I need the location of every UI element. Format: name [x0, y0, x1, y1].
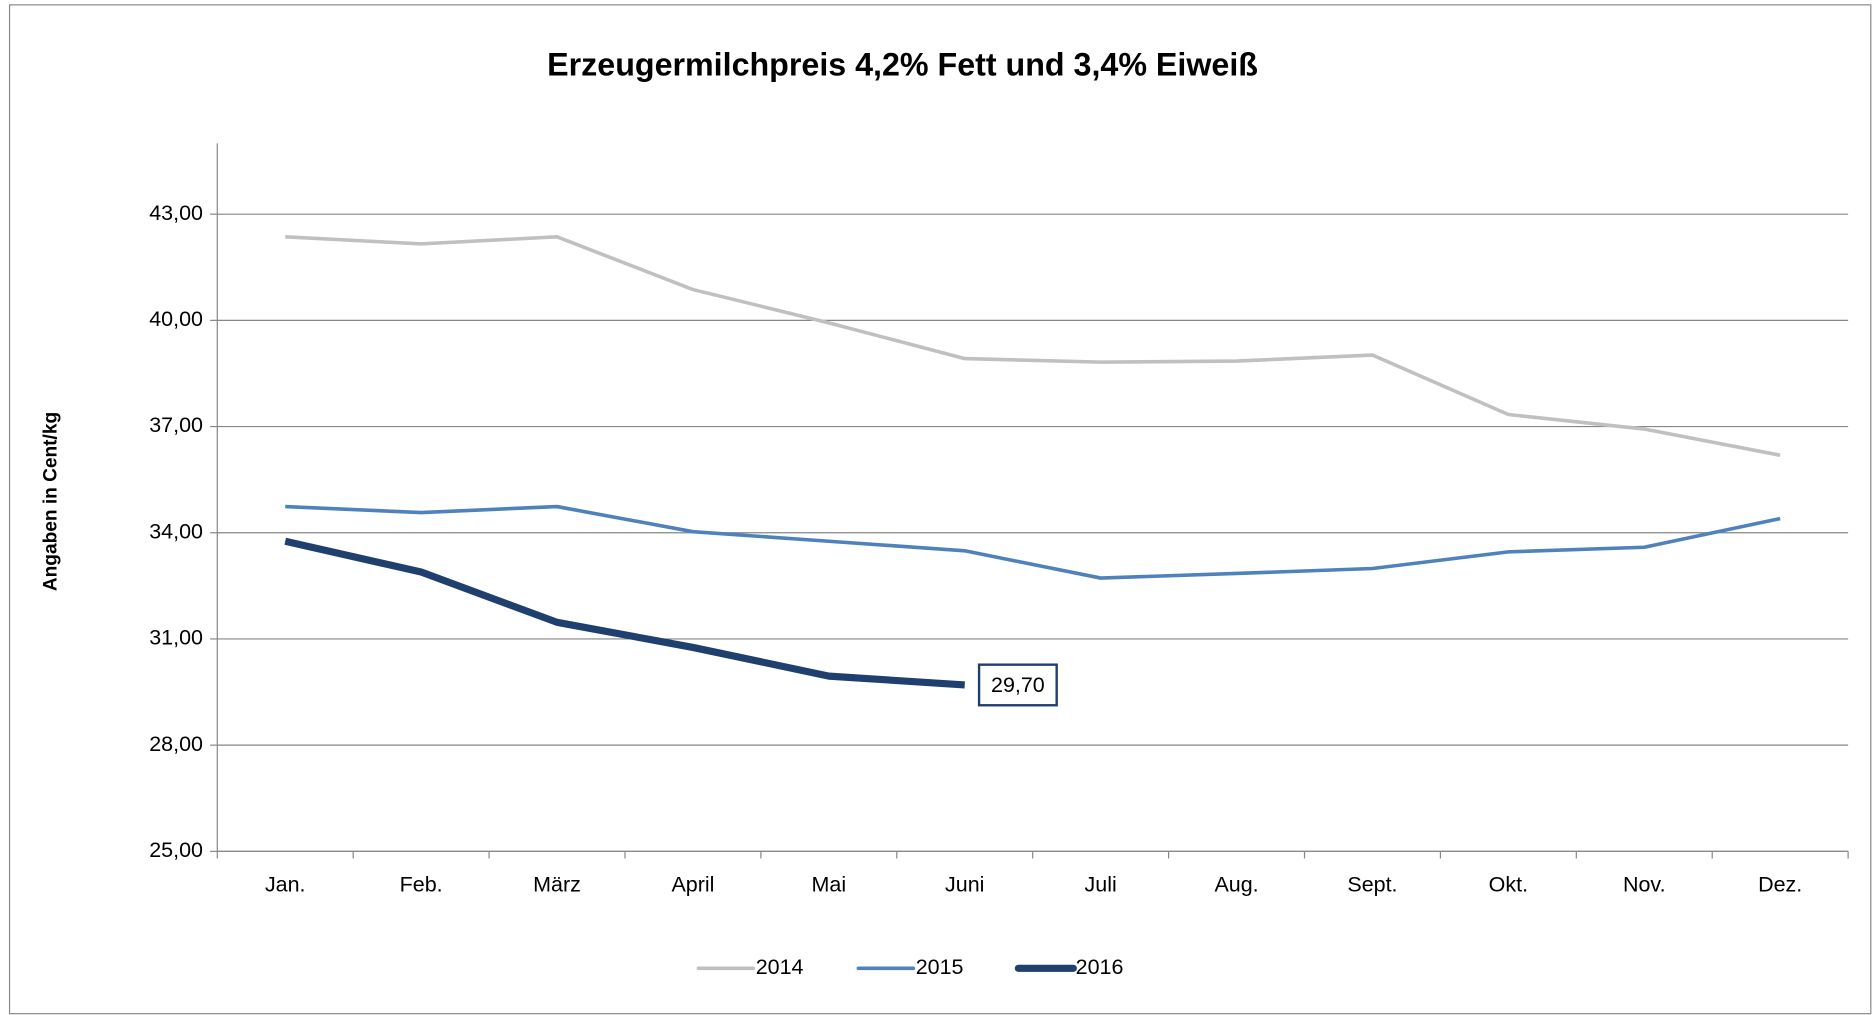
legend-label: 2015: [916, 955, 964, 979]
legend-label: 2014: [756, 955, 804, 979]
series-line: [285, 504, 1781, 580]
chart-border: [8, 4, 1872, 1015]
y-tick-label: 31,00: [149, 626, 203, 650]
y-tick-label: 28,00: [149, 732, 203, 756]
y-tick-label: 43,00: [149, 201, 203, 225]
x-tick-label: Feb.: [400, 873, 443, 897]
x-tick-label: Sept.: [1347, 873, 1397, 897]
x-tick-label: Okt.: [1489, 873, 1528, 897]
x-tick-label: April: [671, 873, 714, 897]
y-tick-label: 34,00: [149, 519, 203, 543]
data-label: 29,70: [991, 673, 1045, 697]
x-tick-label: Aug.: [1214, 873, 1258, 897]
x-tick-label: Juni: [945, 873, 984, 897]
legend-label: 2016: [1076, 955, 1124, 979]
y-tick-label: 25,00: [149, 838, 203, 862]
x-tick-label: Mai: [812, 873, 847, 897]
x-tick-label: Juli: [1085, 873, 1117, 897]
series-line: [284, 537, 965, 689]
x-tick-label: Nov.: [1623, 873, 1666, 897]
x-tick-label: Dez.: [1758, 873, 1802, 897]
y-tick-label: 40,00: [149, 307, 203, 331]
chart-title: Erzeugermilchpreis 4,2% Fett und 3,4% Ei…: [547, 46, 1258, 82]
y-axis-label: Angaben in Cent/kg: [40, 412, 61, 591]
x-tick-label: Jan.: [265, 873, 306, 897]
y-tick-label: 37,00: [149, 413, 203, 437]
data-label-box: [977, 663, 1058, 707]
series-line: [285, 235, 1781, 457]
x-tick-label: März: [533, 873, 581, 897]
